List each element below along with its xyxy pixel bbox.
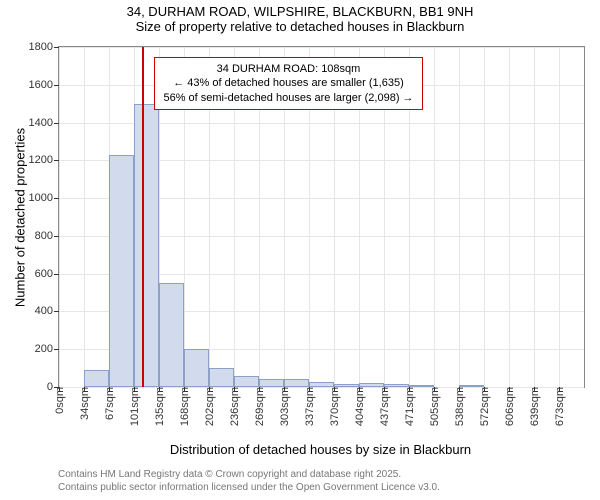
xtick-label: 505sqm: [427, 387, 441, 426]
footnote-line1: Contains HM Land Registry data © Crown c…: [58, 468, 440, 481]
histogram-bar: [84, 370, 109, 387]
histogram-bar: [109, 155, 134, 387]
xtick-label: 370sqm: [327, 387, 341, 426]
xtick-label: 168sqm: [177, 387, 191, 426]
xtick-label: 337sqm: [302, 387, 316, 426]
annotation-line3: 56% of semi-detached houses are larger (…: [163, 91, 413, 105]
x-axis-label: Distribution of detached houses by size …: [141, 442, 501, 457]
xtick-label: 202sqm: [202, 387, 216, 426]
xtick-label: 639sqm: [527, 387, 541, 426]
annotation-box: 34 DURHAM ROAD: 108sqm← 43% of detached …: [154, 57, 422, 110]
xtick-label: 538sqm: [452, 387, 466, 426]
xtick-label: 471sqm: [402, 387, 416, 426]
chart-area: 0200400600800100012001400160018000sqm34s…: [0, 40, 600, 460]
xtick-label: 0sqm: [52, 387, 66, 414]
xtick-label: 673sqm: [552, 387, 566, 426]
xtick-label: 303sqm: [277, 387, 291, 426]
annotation-line2: ← 43% of detached houses are smaller (1,…: [163, 76, 413, 90]
histogram-bar: [234, 376, 259, 387]
xtick-label: 437sqm: [377, 387, 391, 426]
histogram-bar: [209, 368, 234, 387]
xtick-label: 404sqm: [352, 387, 366, 426]
annotation-line1: 34 DURHAM ROAD: 108sqm: [163, 62, 413, 76]
marker-line: [142, 47, 144, 387]
xtick-label: 34sqm: [77, 387, 91, 420]
xtick-label: 101sqm: [127, 387, 141, 426]
y-axis-label: Number of detached properties: [13, 118, 28, 318]
histogram-bar: [259, 379, 284, 388]
xtick-label: 572sqm: [477, 387, 491, 426]
histogram-bar: [134, 104, 159, 387]
xtick-label: 606sqm: [502, 387, 516, 426]
title-line2: Size of property relative to detached ho…: [0, 19, 600, 34]
xtick-label: 67sqm: [102, 387, 116, 420]
title-line1: 34, DURHAM ROAD, WILPSHIRE, BLACKBURN, B…: [0, 0, 600, 19]
histogram-bar: [284, 379, 309, 388]
footnote: Contains HM Land Registry data © Crown c…: [58, 468, 440, 494]
xtick-label: 236sqm: [227, 387, 241, 426]
xtick-label: 269sqm: [252, 387, 266, 426]
chart-container: 34, DURHAM ROAD, WILPSHIRE, BLACKBURN, B…: [0, 0, 600, 500]
xtick-label: 135sqm: [152, 387, 166, 426]
histogram-bar: [184, 349, 209, 387]
footnote-line2: Contains public sector information licen…: [58, 481, 440, 494]
histogram-bar: [159, 283, 184, 387]
plot: 0200400600800100012001400160018000sqm34s…: [58, 46, 585, 388]
